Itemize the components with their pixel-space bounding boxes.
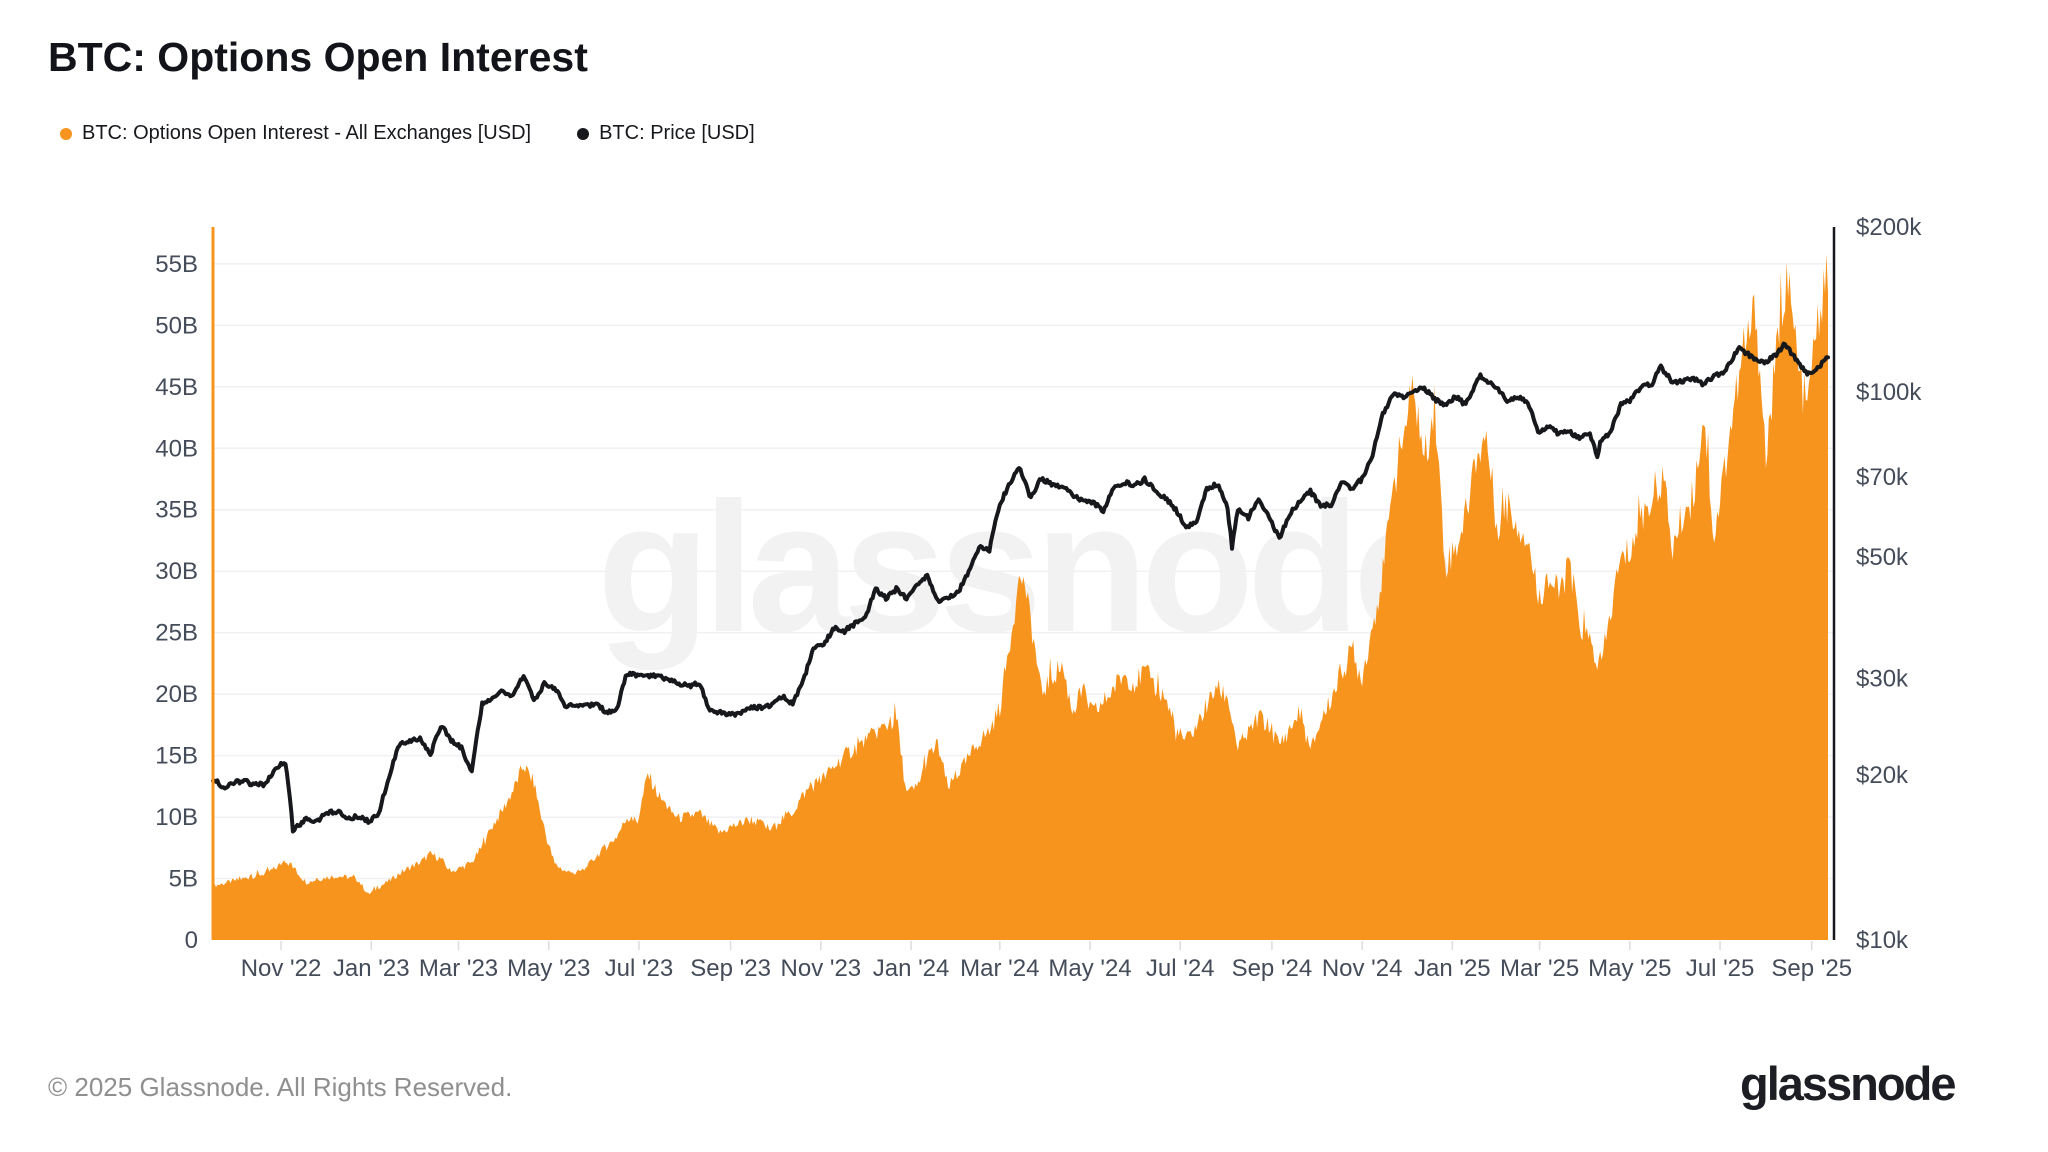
tick-label: May '25 (1588, 955, 1671, 982)
legend-dot-orange-icon (60, 127, 72, 140)
tick-label: $100k (1856, 379, 1922, 406)
legend-label-open-interest: BTC: Options Open Interest - All Exchang… (82, 122, 532, 144)
page-title: BTC: Options Open Interest (48, 34, 588, 80)
glassnode-logo: glassnode (1740, 1057, 1956, 1110)
tick-label: 0 (185, 927, 198, 954)
tick-label: Jul '24 (1146, 955, 1215, 982)
tick-label: Jan '25 (1414, 955, 1491, 982)
tick-label: Mar '23 (419, 955, 498, 982)
tick-label: $20k (1856, 762, 1909, 789)
tick-label: 25B (155, 620, 198, 647)
tick-label: 50B (155, 312, 198, 339)
tick-label: 40B (155, 435, 198, 462)
tick-label: 10B (155, 804, 198, 831)
price-line (211, 341, 1830, 834)
tick-label: $50k (1856, 544, 1909, 571)
tick-label: Jul '23 (605, 955, 674, 982)
tick-label: Mar '25 (1500, 955, 1579, 982)
x-axis-ticks (280, 941, 1813, 950)
tick-label: Jan '23 (333, 955, 410, 982)
tick-label: Sep '24 (1232, 955, 1313, 982)
tick-label: 45B (155, 374, 198, 401)
legend-item-price[interactable]: BTC: Price [USD] (577, 122, 755, 145)
tick-label: $30k (1856, 666, 1909, 693)
tick-label: $10k (1856, 927, 1909, 954)
right-axis-labels: $10k $20k $30k $50k $70k $100k $200k (1856, 214, 1922, 954)
tick-label: 15B (155, 743, 198, 770)
open-interest-area (213, 253, 1828, 940)
tick-label: Sep '23 (690, 955, 771, 982)
legend: BTC: Options Open Interest - All Exchang… (60, 122, 755, 145)
tick-label: 35B (155, 497, 198, 524)
footer-copyright: © 2025 Glassnode. All Rights Reserved. (48, 1072, 513, 1102)
x-axis-labels: Nov '22 Jan '23 Mar '23 May '23 Jul '23 Sep '… (241, 955, 1852, 982)
tick-label: Jul '25 (1686, 955, 1755, 982)
tick-label: Sep '25 (1771, 955, 1852, 982)
left-axis-labels: 0 5B 10B 15B 20B 25B 30B 35B 40B 45B 50B 55B (155, 251, 198, 954)
tick-label: $200k (1856, 214, 1922, 241)
tick-label: Nov '24 (1322, 955, 1403, 982)
tick-label: $70k (1856, 464, 1909, 491)
tick-label: May '23 (507, 955, 590, 982)
tick-label: 5B (169, 866, 198, 893)
legend-item-open-interest[interactable]: BTC: Options Open Interest - All Exchang… (60, 122, 531, 145)
axis-borders (211, 227, 1836, 940)
tick-label: 20B (155, 681, 198, 708)
tick-label: Jan '24 (873, 955, 950, 982)
tick-label: 30B (155, 558, 198, 585)
tick-label: Mar '24 (960, 955, 1039, 982)
tick-label: Nov '22 (241, 955, 322, 982)
legend-label-price: BTC: Price [USD] (599, 122, 755, 144)
tick-label: May '24 (1048, 955, 1131, 982)
legend-dot-black-icon (577, 127, 590, 140)
tick-label: 55B (155, 251, 198, 278)
tick-label: Nov '23 (781, 955, 862, 982)
